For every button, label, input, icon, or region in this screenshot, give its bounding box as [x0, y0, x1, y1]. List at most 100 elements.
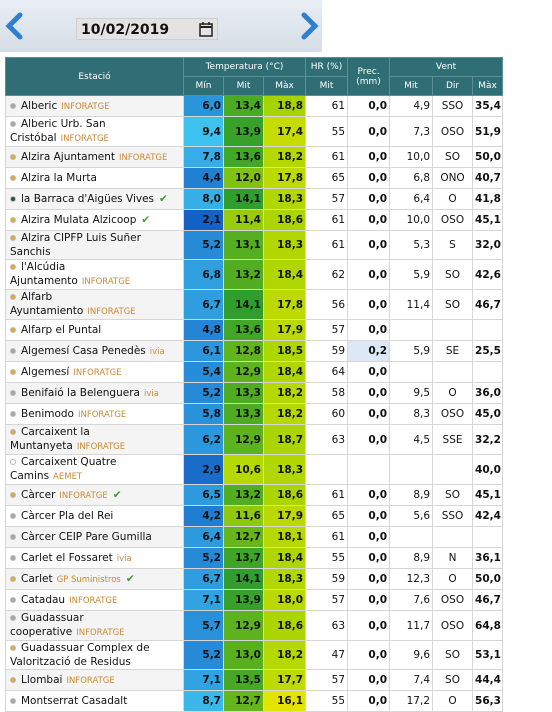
station-cell: Alberic Urb. San Cristóbal INFORATGE	[5, 116, 184, 147]
value-cell: O	[432, 568, 474, 590]
value-cell: 12,9	[223, 610, 264, 641]
station-source: AEMET	[53, 472, 83, 482]
value-cell: 51,9	[472, 116, 504, 147]
value-cell: 7,6	[389, 589, 434, 611]
value-cell: 0,0	[347, 589, 391, 611]
status-dot	[10, 410, 16, 417]
value-cell: 0,0	[347, 259, 391, 290]
sub-header: Màx	[262, 76, 307, 96]
station-cell: Càrcer Pla del Rei	[5, 505, 184, 527]
station-cell: Montserrat Casadalt	[5, 690, 184, 712]
calendar-icon[interactable]	[199, 22, 213, 37]
station-cell: Alzira la Murta	[5, 167, 184, 189]
value-cell: 10,0	[389, 209, 434, 231]
value-cell: 12,7	[223, 526, 264, 548]
value-cell: SO	[432, 669, 474, 691]
station-source: INFORATGE	[81, 277, 131, 287]
value-cell: 13,5	[223, 669, 264, 691]
station-row: Llombai INFORATGE 7,1 13,5 17,7 57 0,0 7,4 SO 44,…	[5, 669, 504, 691]
station-cell: Carcaixent Quatre Camins AEMET	[5, 454, 184, 485]
value-cell: 6,4	[389, 188, 434, 210]
value-cell: 5,7	[183, 610, 224, 641]
value-cell: 13,0	[223, 640, 264, 670]
station-name: Carcaixent la Muntanyeta	[10, 426, 90, 452]
station-source: INFORATGE	[66, 675, 115, 686]
station-cell: Llombai INFORATGE	[5, 669, 184, 691]
value-cell: 5,2	[183, 230, 224, 260]
value-cell: 64,8	[472, 610, 504, 641]
station-source: INFORATGE	[59, 490, 108, 501]
station-row: Benifaió la Belenguera ivia 5,2 13,3 18,2 58 0…	[5, 382, 504, 404]
value-cell: 57	[305, 319, 349, 341]
value-cell: 6,8	[183, 259, 224, 290]
value-cell: 12,8	[223, 340, 264, 362]
value-cell: 46,7	[472, 589, 504, 611]
value-cell: 13,7	[223, 547, 264, 569]
value-cell: 36,0	[472, 382, 504, 404]
status-dot	[10, 575, 16, 582]
status-dot	[10, 554, 16, 561]
value-cell: 7,1	[183, 669, 224, 691]
value-cell: 5,3	[389, 230, 434, 260]
value-cell: 41,8	[472, 188, 504, 210]
station-cell: la Barraca d'Aigües Vives ✔	[5, 188, 184, 210]
value-cell: 6,7	[183, 289, 224, 320]
value-cell: 17,4	[262, 116, 307, 147]
value-cell: 50,0	[472, 146, 504, 168]
value-cell: 57	[305, 188, 349, 210]
sub-header: Mit	[389, 76, 434, 96]
station-cell: Alberic INFORATGE	[5, 95, 184, 117]
station-cell: Carcaixent la Muntanyeta INFORATGE	[5, 424, 184, 455]
value-cell: 6,1	[183, 340, 224, 362]
value-cell: 18,7	[262, 424, 307, 455]
station-cell: Guadassuar Complex de Valorització de Re…	[5, 640, 184, 670]
value-cell: 5,2	[183, 640, 224, 670]
value-cell: 5,6	[389, 505, 434, 527]
value-cell: 8,7	[183, 690, 224, 712]
value-cell: 57	[305, 669, 349, 691]
page: 10/02/2019 Estació Temperatura (°C) HR (…	[0, 0, 504, 712]
next-day[interactable]	[298, 12, 320, 40]
station-source: ivia	[143, 388, 159, 399]
status-dot	[10, 429, 16, 435]
value-cell: 62	[305, 259, 349, 290]
station-row: Benimodo INFORATGE 5,8 13,3 18,2 60 0,0 8,3 OSO 4…	[5, 403, 504, 425]
station-row: Catadau INFORATGE 7,1 13,9 18,0 57 0,0 7,6 OSO 46…	[5, 589, 504, 611]
table-header: Estació Temperatura (°C) HR (%) Prec. (mm…	[5, 57, 504, 96]
station-source: INFORATGE	[61, 101, 110, 112]
value-cell: 12,9	[223, 361, 264, 383]
station-cell: Carlet el Fossaret ivia	[5, 547, 184, 569]
station-cell: Alzira Ajuntament INFORATGE	[5, 146, 184, 168]
value-cell	[432, 526, 474, 548]
value-cell	[305, 454, 349, 485]
value-cell: 8,0	[183, 188, 224, 210]
prev-day[interactable]	[4, 12, 26, 40]
station-cell: Alfarp el Puntal	[5, 319, 184, 341]
status-dot	[10, 235, 16, 241]
value-cell: 9,4	[183, 116, 224, 147]
value-cell: 14,1	[223, 188, 264, 210]
station-row: Càrcer Pla del Rei 4,2 11,6 17,9 65 0,0 5,6 SSO…	[5, 505, 504, 527]
value-cell: 7,8	[183, 146, 224, 168]
value-cell: 18,3	[262, 454, 307, 485]
station-row: Alberic Urb. San Cristóbal INFORATGE 9,4 13…	[5, 116, 504, 147]
station-name: Benimodo	[21, 407, 74, 420]
value-cell: 17,7	[262, 669, 307, 691]
value-cell: 0,0	[347, 403, 391, 425]
station-name: Carlet el Fossaret	[21, 551, 113, 564]
station-cell: Benimodo INFORATGE	[5, 403, 184, 425]
value-cell: 18,8	[262, 95, 307, 117]
status-dot	[10, 121, 16, 127]
date-input[interactable]: 10/02/2019	[76, 18, 218, 40]
status-dot	[10, 217, 16, 223]
value-cell: 0,0	[347, 568, 391, 590]
value-cell: 17,9	[262, 505, 307, 527]
value-cell: OSO	[432, 403, 474, 425]
value-cell: OSO	[432, 589, 474, 611]
station-name: la Barraca d'Aigües Vives	[21, 193, 155, 205]
value-cell: 18,6	[262, 209, 307, 231]
value-cell: N	[432, 547, 474, 569]
sub-header: Dir	[432, 76, 474, 96]
status-dot	[10, 596, 16, 603]
station-name: Càrcer Pla del Rei	[21, 510, 114, 522]
